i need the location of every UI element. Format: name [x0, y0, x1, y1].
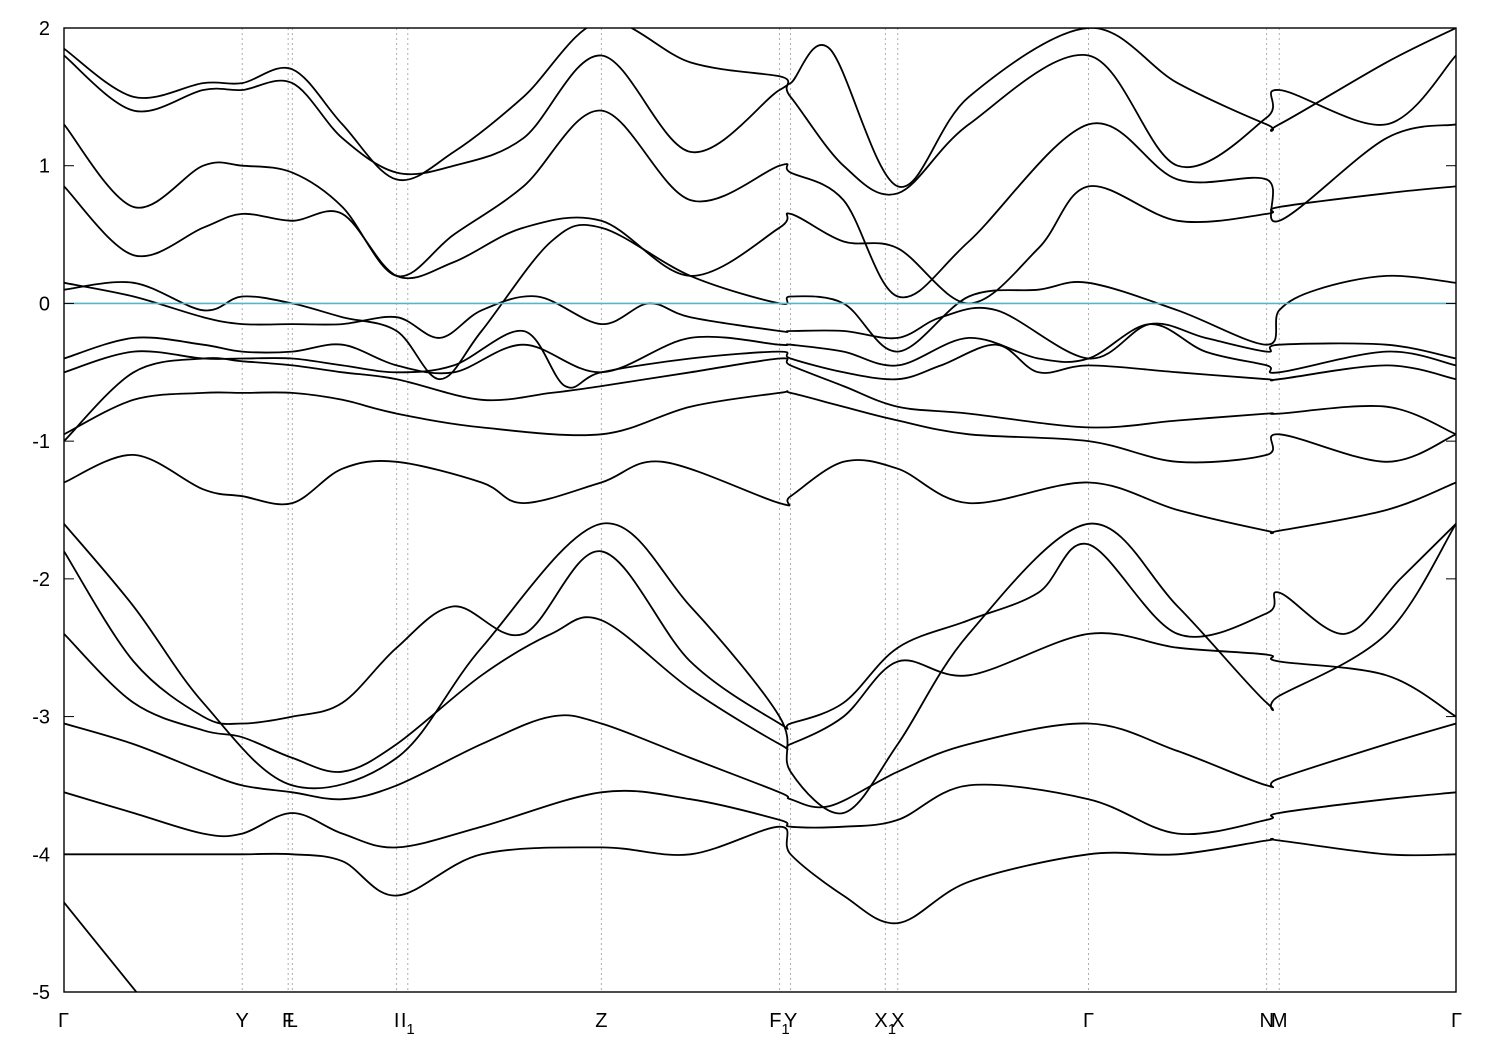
kpoint-label: Y — [236, 1010, 249, 1032]
band-line-14 — [64, 224, 1456, 381]
band-line-15 — [64, 185, 1456, 305]
band-line-4 — [64, 714, 1456, 809]
band-line-3 — [64, 783, 1456, 849]
y-tick-label: 1 — [39, 156, 50, 178]
y-tick-label: 0 — [39, 293, 50, 315]
band-lines — [64, 28, 1456, 992]
band-line-5 — [64, 616, 1456, 773]
kpoint-gridlines — [241, 28, 1280, 992]
kpoint-label: Γ — [1083, 1010, 1094, 1032]
kpoint-label: Γ — [1451, 1010, 1462, 1032]
y-axis-ticks: 2 1 0 -1 -2 -3 -4 -5 — [32, 18, 1456, 1004]
kpoint-label: L — [287, 1010, 298, 1032]
y-tick-label: -4 — [32, 844, 50, 866]
band-line-16 — [64, 109, 1456, 299]
plot-frame — [63, 27, 1457, 993]
kpoint-label: Z — [595, 1010, 607, 1032]
kpoint-label: X — [891, 1010, 904, 1032]
band-line-12 — [64, 323, 1456, 375]
kpoint-label: F — [282, 1010, 294, 1032]
x-axis-ticks: Γ Y FL I I1 Z F1Y X1X Γ NM Γ — [58, 1010, 1462, 1038]
band-line-13 — [64, 281, 1456, 360]
kpoint-label: Y — [784, 1010, 797, 1032]
band-line-7 — [64, 522, 1456, 815]
kpoint-label: X1 — [874, 1010, 896, 1038]
kpoint-label: I — [394, 1010, 400, 1032]
band-line-18 — [64, 28, 1456, 188]
y-tick-label: -3 — [32, 707, 50, 729]
y-tick-label: 2 — [39, 18, 50, 40]
kpoint-label: N — [1259, 1010, 1273, 1032]
band-line-10 — [64, 357, 1456, 442]
y-tick-label: -2 — [32, 569, 50, 591]
kpoint-label: F1 — [769, 1010, 790, 1038]
y-tick-label: -1 — [32, 431, 50, 453]
kpoint-label: Γ — [58, 1010, 69, 1032]
kpoint-label: M — [1271, 1010, 1288, 1032]
y-tick-label: -5 — [32, 982, 50, 1004]
band-line-6 — [64, 523, 1456, 730]
band-line-9 — [64, 390, 1456, 464]
band-line-17 — [64, 54, 1456, 196]
band-line-11 — [64, 330, 1456, 389]
kpoint-label: I1 — [401, 1010, 415, 1038]
band-line-2 — [64, 825, 1456, 925]
band-line-1 — [64, 901, 138, 992]
band-line-8 — [64, 453, 1456, 535]
